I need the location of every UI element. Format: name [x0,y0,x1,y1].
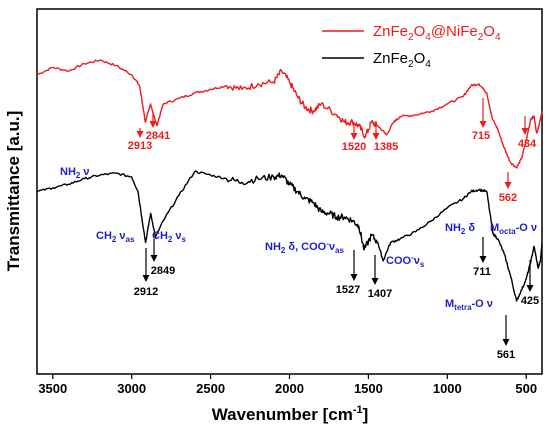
peak-label: 711 [473,266,491,278]
peak-label: 2841 [146,130,170,142]
peak-label: 2849 [151,265,175,277]
assign-ch2-as: CH2 νas [96,230,135,244]
peak-label: 425 [521,295,539,307]
peak-arrow-head [350,274,358,281]
x-axis-ticks: 3500 3000 2500 2000 1500 1000 500 [38,374,537,396]
peak-arrow-head [371,278,379,285]
peak-label: 1385 [374,141,398,153]
peak-label: 715 [472,130,490,142]
peak-arrow-head [521,128,529,135]
band-assignments: NH2 ν CH2 νas CH2 νs NH2 δ, COO-νas COO-… [60,166,537,312]
peak-label: 1527 [336,284,360,296]
x-tick-label: 3000 [117,381,146,396]
peak-label: 2912 [134,286,158,298]
peak-arrow-head [350,133,358,140]
x-tick-label: 1000 [433,381,462,396]
peak-arrow-head [526,285,534,292]
peak-arrow-head [142,275,150,282]
series-line-zn-ni-ferrite [36,59,543,169]
peak-arrow-head [150,255,158,262]
peak-label: 561 [497,349,515,361]
peak-arrow-head [502,339,510,346]
peak-arrow-head [479,121,487,128]
assign-m-octa: Mocta-O ν [490,222,537,236]
peak-arrow-head [136,131,144,138]
assign-nh2-delta-coo-as: NH2 δ, COO-νas [265,239,344,255]
peak-arrow-head [149,121,157,128]
assign-ch2-s: CH2 νs [152,230,187,244]
peak-label: 434 [518,138,537,150]
assign-m-tetra: Mtetra-O ν [445,298,493,312]
peak-arrow-head [504,182,512,189]
peak-label: 562 [499,192,517,204]
assign-nh2-nu: NH2 ν [60,166,90,180]
peak-arrow-head [479,256,487,263]
peak-arrows [136,98,534,346]
x-tick-label: 500 [515,381,537,396]
peak-arrow-head [372,133,380,140]
legend-label-black: ZnFe2O4 [373,50,431,70]
black-peak-labels: 2912 2849 1527 1407 711 561 425 [134,265,539,361]
assign-coo-s: COO-νs [386,253,425,269]
x-axis-title: Wavenumber [cm-1] [212,404,369,424]
peak-label: 1407 [368,288,392,300]
red-peak-labels: 2913 2841 1520 1385 715 562 434 [128,130,537,204]
x-tick-label: 3500 [38,381,67,396]
assign-nh2-delta: NH2 δ [445,222,475,236]
series-line-zn-ferrite [36,170,543,302]
x-tick-label: 1500 [354,381,383,396]
x-tick-label: 2500 [196,381,225,396]
legend: ZnFe2O4@NiFe2O4 ZnFe2O4 [322,23,501,70]
peak-label: 2913 [128,140,152,152]
x-tick-label: 2000 [275,381,304,396]
legend-label-red: ZnFe2O4@NiFe2O4 [373,23,501,43]
peak-label: 1520 [342,141,366,153]
y-axis-title: Transmittance [a.u.] [4,111,23,272]
series-layer [36,59,543,302]
